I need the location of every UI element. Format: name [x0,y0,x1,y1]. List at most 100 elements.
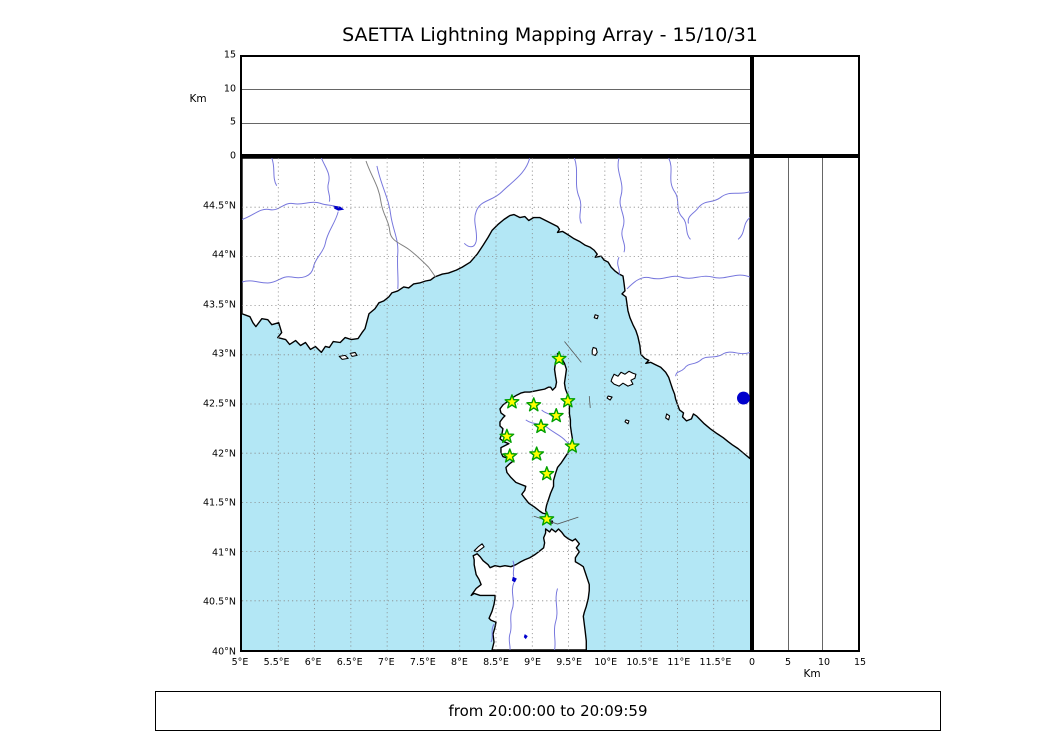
station-star-10 [502,448,518,463]
lon-tick-11.5: 11.5°E [699,657,732,668]
river-var [376,165,399,289]
lake-coghinas [511,576,517,583]
lat-tick-40.5: 40.5°N [202,596,236,608]
station-star-5 [548,407,564,423]
lon-tick-5: 5°E [231,657,249,668]
station-star-11 [539,466,555,481]
alt-tick-top-15: 15 [223,49,236,61]
alt-tick-right-0: 0 [748,657,756,668]
lake-serre-poncon [333,205,345,211]
island-montecristo [624,419,630,425]
lon-tick-6: 6°E [304,657,322,668]
lon-tick-7.5: 7.5°E [409,657,436,668]
time-range-text: from 20:00:00 to 20:09:59 [448,702,648,720]
river-durance-upper [242,201,336,220]
alt-tick-top-0: 0 [229,150,236,162]
lon-tick-10: 10°E [594,657,618,668]
map-panel [240,156,752,652]
island-pianosa [606,395,613,401]
corner-panel [752,55,860,156]
alt-tick-right-5: 5 [784,657,792,668]
coastline-sardinia [470,528,590,650]
coastline-corsica [499,352,574,515]
river-france-top-1 [320,158,331,202]
river-coghinas-lower [508,582,515,650]
altitude-axis-label-left: Km [189,93,207,105]
lat-tick-41.5: 41.5°N [202,497,236,509]
lat-tick-44.5: 44.5°N [202,200,236,212]
lat-tick-42.5: 42.5°N [202,398,236,410]
alt-tick-right-15: 15 [853,657,867,668]
lake-bolsena-dot [737,391,750,405]
lat-tick-43: 43°N [212,348,236,360]
station-star-4 [560,393,576,408]
lon-tick-8: 8°E [451,657,468,668]
altitude-longitude-panel [240,55,752,156]
alt-tick-right-10: 10 [817,657,831,668]
island-elba [610,370,637,387]
river-coghinas-upper [512,560,515,577]
figure-title: SAETTA Lightning Mapping Array - 15/10/3… [342,24,758,46]
island-asinara [473,543,485,553]
alt-tick-top-10: 10 [223,83,236,95]
river-france-top-2 [271,158,278,187]
map-canvas [242,158,750,650]
island-capraia [591,346,598,356]
altitude-axis-label-right: Km [803,668,821,680]
island-gorgona [593,314,599,320]
river-durance-lower [242,211,339,284]
lon-tick-7: 7°E [377,657,395,668]
river-trebbia [573,158,582,224]
altitude-gridline-5km-right [787,158,789,650]
lake-sardinia-small [523,634,528,640]
lat-tick-43.5: 43.5°N [202,299,236,311]
lat-tick-42: 42°N [212,448,236,460]
river-tanaro [463,158,531,248]
lon-tick-8.5: 8.5°E [483,657,509,668]
maritime-line-east [588,396,591,409]
station-star-7 [499,428,515,443]
river-right-edge-2 [737,217,750,240]
island-giglio [665,413,671,421]
river-taro [617,158,626,253]
lon-tick-9.5: 9.5°E [556,657,583,668]
station-markers [499,350,580,526]
river-serchio [617,256,620,276]
island-hyeres-1 [338,354,349,360]
country-border [365,160,436,278]
alt-tick-top-5: 5 [229,116,236,128]
altitude-latitude-panel [752,156,860,652]
rivers [242,158,750,650]
lon-tick-9: 9°E [524,657,541,668]
river-arno [626,274,750,290]
island-hyeres-2 [349,351,358,357]
maritime-line-capcorse [564,341,582,363]
lat-tick-44: 44°N [212,249,236,261]
station-star-6 [533,418,549,434]
river-sardinia-west [490,623,495,643]
station-star-3 [526,397,542,412]
lakes [333,205,528,640]
lat-tick-40: 40°N [212,646,236,658]
river-right-edge-1 [687,191,750,224]
station-star-12 [539,511,555,526]
lat-tick-41: 41°N [212,547,236,559]
altitude-gridline-10km-right [822,158,824,650]
time-range-box: from 20:00:00 to 20:09:59 [155,691,941,731]
coastline-continent [242,158,750,460]
lon-tick-5.5: 5.5°E [263,657,290,668]
station-star-8 [564,438,580,453]
altitude-gridline-10km [242,89,750,91]
lon-tick-10.5: 10.5°E [626,657,659,668]
station-star-1 [551,350,567,366]
lon-tick-11: 11°E [667,657,691,668]
station-star-2 [504,394,520,409]
small-islands [338,314,671,553]
river-sardinia-east [553,588,558,650]
station-star-9 [529,446,545,461]
lon-tick-6.5: 6.5°E [336,657,363,668]
lake-dot-group [737,391,750,405]
altitude-gridline-5km [242,122,750,124]
river-ombrone [675,351,750,377]
